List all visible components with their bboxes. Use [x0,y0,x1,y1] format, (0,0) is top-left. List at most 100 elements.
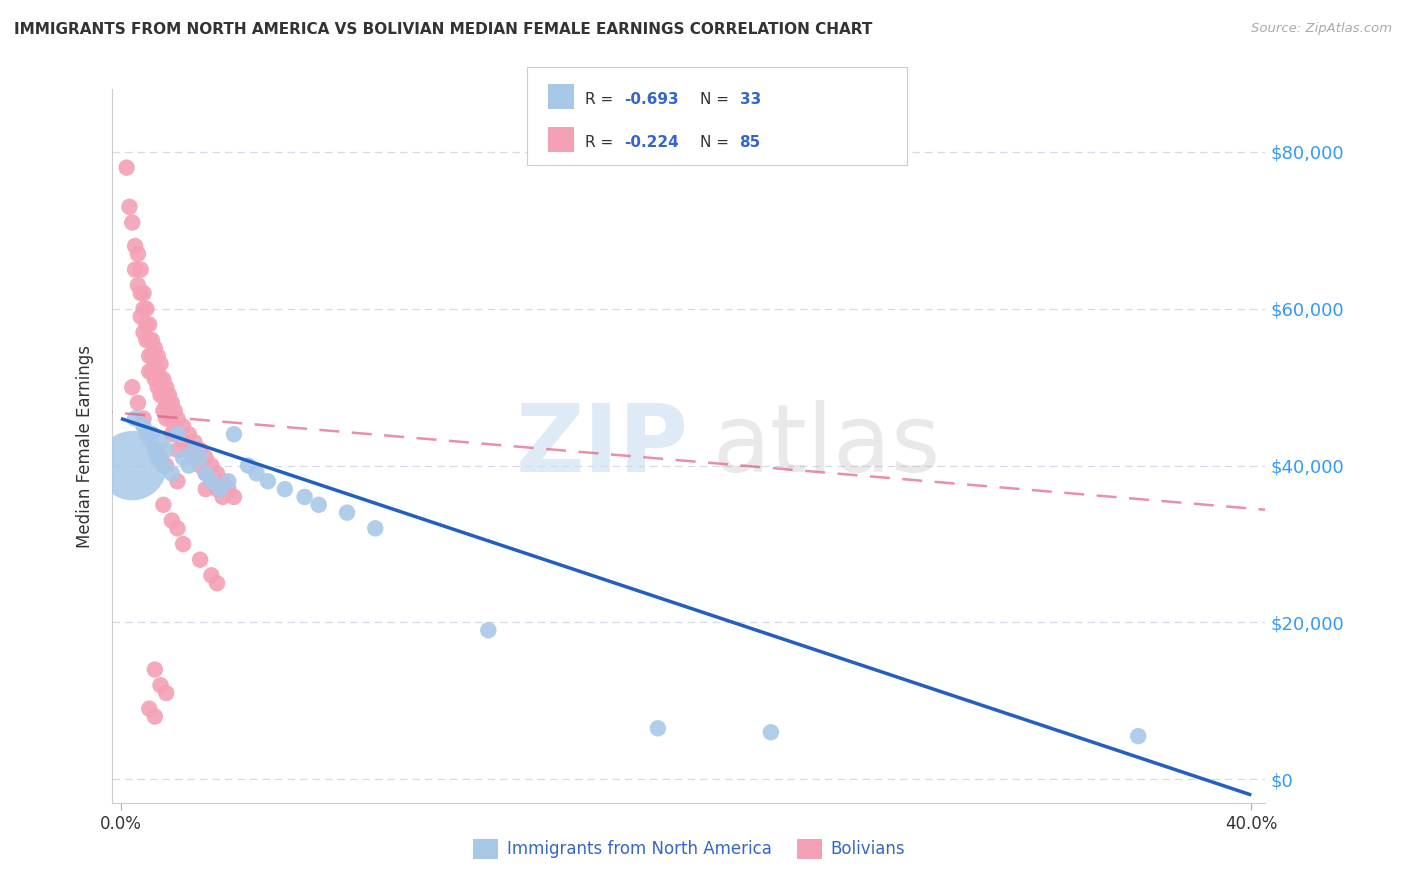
Point [141,333,163,347]
Point [155,411,177,425]
Point [200,475,222,489]
Point [166,475,188,489]
Point [138,427,160,442]
Point [166,427,188,442]
Point [759,725,782,739]
Point [160,396,183,410]
Point [163,419,186,434]
Point [166,427,188,442]
Point [157,403,180,417]
Point [336,506,359,520]
Point [155,396,177,410]
Point [166,521,188,535]
Point [149,450,172,465]
Point [115,161,138,175]
Point [205,467,228,481]
Point [132,326,155,340]
Point [294,490,316,504]
Point [172,419,194,434]
Point [194,482,217,496]
Text: ZIP: ZIP [516,400,689,492]
Y-axis label: Median Female Earnings: Median Female Earnings [76,344,94,548]
Point [132,301,155,316]
Point [163,403,186,417]
Point [132,286,155,301]
Point [188,442,211,457]
Point [155,458,177,473]
Point [141,427,163,442]
Point [172,435,194,450]
Point [146,349,169,363]
Text: 85: 85 [740,136,761,150]
Point [149,435,172,450]
Point [121,215,143,229]
Point [152,498,174,512]
Point [143,357,166,371]
Point [127,396,149,410]
Point [149,372,172,386]
Point [188,458,211,473]
Point [141,364,163,378]
Point [177,458,200,473]
Legend: Immigrants from North America, Bolivians: Immigrants from North America, Bolivians [467,832,911,866]
Point [160,514,183,528]
Point [217,482,239,496]
Point [124,262,146,277]
Text: N =: N = [700,93,734,107]
Point [138,364,160,378]
Point [143,442,166,457]
Text: Source: ZipAtlas.com: Source: ZipAtlas.com [1251,22,1392,36]
Point [200,458,222,473]
Point [364,521,387,535]
Point [236,458,259,473]
Point [135,333,157,347]
Point [149,678,172,692]
Point [245,467,267,481]
Text: atlas: atlas [711,400,941,492]
Point [217,475,239,489]
Point [183,442,205,457]
Point [211,475,233,489]
Point [208,482,231,496]
Point [138,333,160,347]
Point [149,388,172,402]
Text: R =: R = [585,136,619,150]
Point [155,442,177,457]
Text: -0.693: -0.693 [624,93,679,107]
Point [143,372,166,386]
Point [222,490,245,504]
Point [222,427,245,442]
Point [1128,729,1150,743]
Point [146,364,169,378]
Point [138,349,160,363]
Point [200,568,222,582]
Point [138,318,160,332]
Point [118,200,141,214]
Point [149,357,172,371]
Point [152,403,174,417]
Point [121,458,143,473]
Point [127,247,149,261]
Point [200,475,222,489]
Text: -0.224: -0.224 [624,136,679,150]
Point [143,709,166,723]
Point [138,702,160,716]
Point [135,427,157,442]
Point [274,482,297,496]
Point [132,419,155,434]
Point [183,435,205,450]
Point [143,341,166,355]
Point [124,239,146,253]
Point [138,431,160,445]
Point [152,372,174,386]
Point [124,411,146,425]
Point [121,380,143,394]
Point [188,552,211,566]
Point [135,318,157,332]
Point [129,310,152,324]
Point [183,450,205,465]
Point [143,663,166,677]
Point [132,411,155,425]
Text: N =: N = [700,136,734,150]
Text: R =: R = [585,93,619,107]
